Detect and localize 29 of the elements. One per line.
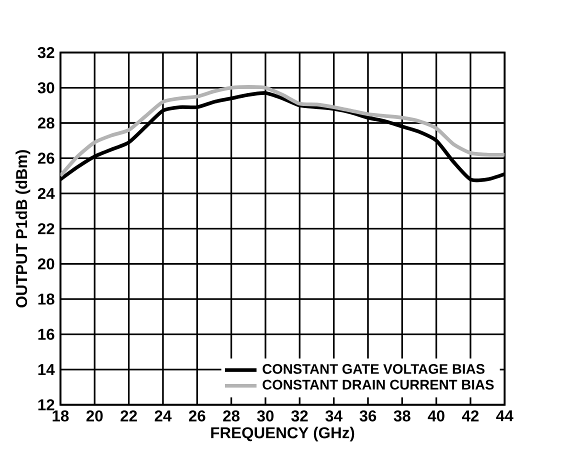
y-tick-label: 16 [38,328,54,340]
y-tick-label: 12 [38,399,54,410]
x-tick-label: 18 [52,410,69,422]
y-tick-label: 22 [38,223,54,234]
y-tick-label: 26 [38,152,54,164]
x-axis-title: FREQUENCY (GHz) [211,426,354,442]
x-tick-label: 28 [223,410,240,422]
legend-label: CONSTANT GATE VOLTAGE BIAS [262,364,485,374]
x-tick-label: 26 [188,410,206,422]
x-tick-label: 32 [291,410,308,422]
x-tick-label: 44 [496,410,514,422]
y-tick-label: 20 [38,258,54,270]
x-tick-label: 42 [462,410,479,422]
x-tick-label: 22 [120,410,137,422]
y-tick-label: 24 [38,188,55,199]
y-tick-label: 14 [38,364,55,375]
x-tick-label: 36 [360,410,376,422]
x-tick-label: 30 [257,410,274,422]
y-tick-label: 30 [38,82,54,94]
y-tick-label: 18 [38,293,54,304]
x-tick-label: 24 [154,410,172,422]
x-tick-label: 40 [428,410,444,422]
y-tick-label: 28 [38,117,54,128]
x-tick-label: 34 [325,410,342,422]
x-tick-label: 38 [394,410,410,422]
legend-label: CONSTANT DRAIN CURRENT BIAS [262,380,494,390]
x-tick-label: 20 [86,410,103,422]
y-axis-title: OUTPUT P1dB (dBm) [16,150,30,308]
y-tick-label: 32 [38,46,54,58]
